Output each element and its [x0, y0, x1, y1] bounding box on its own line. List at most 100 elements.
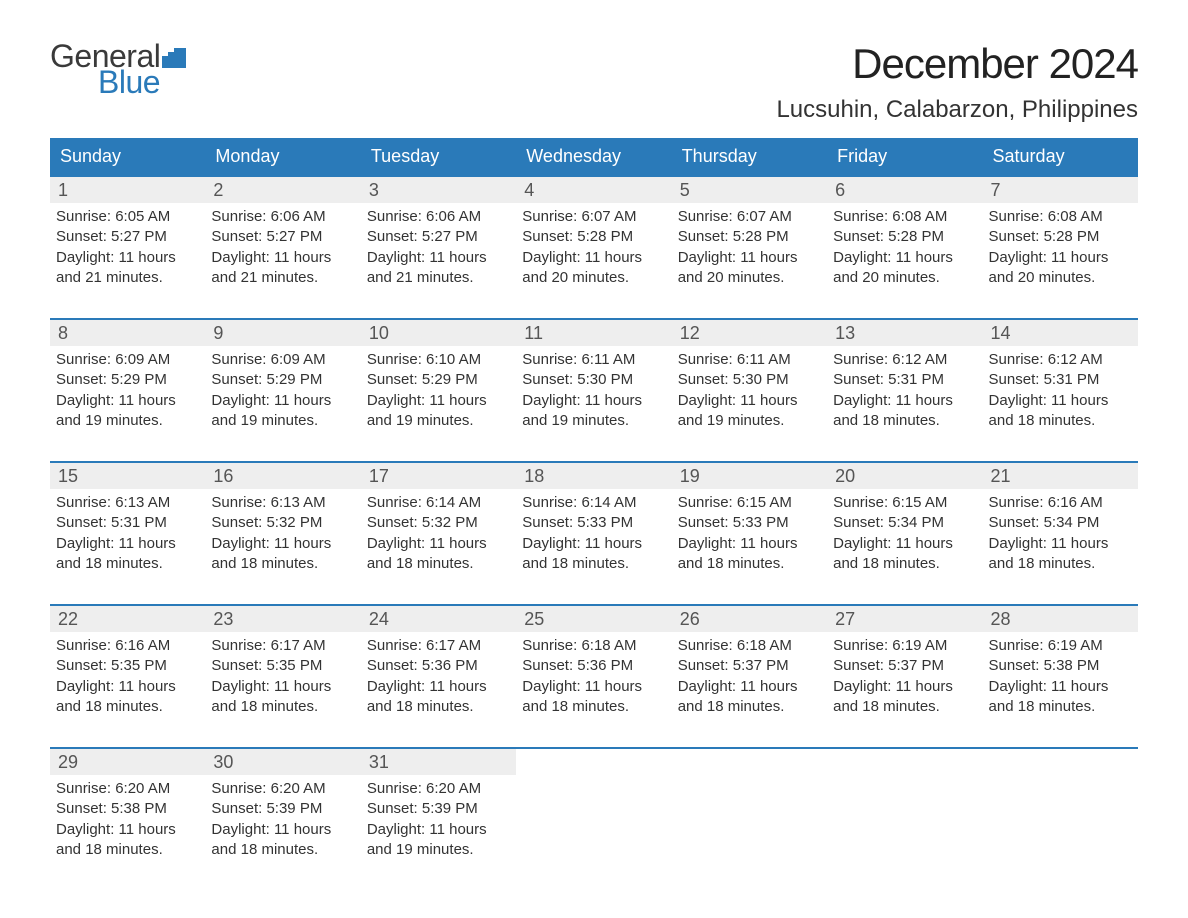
day-number: 26 [672, 606, 827, 632]
sunrise-text: Sunrise: 6:15 AM [678, 493, 821, 513]
daylight-line2: and 18 minutes. [678, 554, 821, 574]
day-details: Sunrise: 6:05 AMSunset: 5:27 PMDaylight:… [50, 203, 205, 306]
daylight-line1: Daylight: 11 hours [56, 391, 199, 411]
weekday-friday: Friday [827, 138, 982, 175]
sunrise-text: Sunrise: 6:20 AM [367, 779, 510, 799]
day-details: Sunrise: 6:13 AMSunset: 5:31 PMDaylight:… [50, 489, 205, 592]
daylight-line2: and 18 minutes. [989, 411, 1132, 431]
day-number: 8 [50, 320, 205, 346]
day-number: 17 [361, 463, 516, 489]
daylight-line2: and 18 minutes. [833, 554, 976, 574]
weeks-container: 1Sunrise: 6:05 AMSunset: 5:27 PMDaylight… [50, 175, 1138, 878]
sunrise-text: Sunrise: 6:16 AM [989, 493, 1132, 513]
sunset-text: Sunset: 5:31 PM [833, 370, 976, 390]
day-details: Sunrise: 6:20 AMSunset: 5:38 PMDaylight:… [50, 775, 205, 878]
daylight-line2: and 18 minutes. [367, 697, 510, 717]
daylight-line2: and 19 minutes. [367, 411, 510, 431]
day-details: Sunrise: 6:09 AMSunset: 5:29 PMDaylight:… [50, 346, 205, 449]
daylight-line1: Daylight: 11 hours [56, 677, 199, 697]
sunset-text: Sunset: 5:33 PM [678, 513, 821, 533]
daylight-line2: and 18 minutes. [678, 697, 821, 717]
weekday-monday: Monday [205, 138, 360, 175]
daylight-line2: and 18 minutes. [56, 840, 199, 860]
week-row: 29Sunrise: 6:20 AMSunset: 5:38 PMDayligh… [50, 747, 1138, 878]
daylight-line1: Daylight: 11 hours [211, 248, 354, 268]
daylight-line2: and 18 minutes. [211, 697, 354, 717]
sunrise-text: Sunrise: 6:13 AM [211, 493, 354, 513]
week-row: 22Sunrise: 6:16 AMSunset: 5:35 PMDayligh… [50, 604, 1138, 735]
day-number: 5 [672, 177, 827, 203]
sunset-text: Sunset: 5:39 PM [211, 799, 354, 819]
sunrise-text: Sunrise: 6:15 AM [833, 493, 976, 513]
daylight-line1: Daylight: 11 hours [989, 534, 1132, 554]
day-number: 19 [672, 463, 827, 489]
sunset-text: Sunset: 5:35 PM [56, 656, 199, 676]
day-cell: 29Sunrise: 6:20 AMSunset: 5:38 PMDayligh… [50, 749, 205, 878]
sunset-text: Sunset: 5:39 PM [367, 799, 510, 819]
day-cell: 23Sunrise: 6:17 AMSunset: 5:35 PMDayligh… [205, 606, 360, 735]
day-details: Sunrise: 6:08 AMSunset: 5:28 PMDaylight:… [827, 203, 982, 306]
day-number: 15 [50, 463, 205, 489]
sunset-text: Sunset: 5:38 PM [56, 799, 199, 819]
day-number: 9 [205, 320, 360, 346]
daylight-line1: Daylight: 11 hours [678, 677, 821, 697]
day-details: Sunrise: 6:12 AMSunset: 5:31 PMDaylight:… [827, 346, 982, 449]
daylight-line2: and 19 minutes. [678, 411, 821, 431]
day-number: 25 [516, 606, 671, 632]
weekday-saturday: Saturday [983, 138, 1138, 175]
daylight-line2: and 19 minutes. [56, 411, 199, 431]
daylight-line1: Daylight: 11 hours [367, 391, 510, 411]
title-block: December 2024 Lucsuhin, Calabarzon, Phil… [776, 40, 1138, 124]
day-cell: 28Sunrise: 6:19 AMSunset: 5:38 PMDayligh… [983, 606, 1138, 735]
day-number: 16 [205, 463, 360, 489]
day-cell: 18Sunrise: 6:14 AMSunset: 5:33 PMDayligh… [516, 463, 671, 592]
sunset-text: Sunset: 5:27 PM [56, 227, 199, 247]
daylight-line2: and 21 minutes. [211, 268, 354, 288]
daylight-line1: Daylight: 11 hours [211, 534, 354, 554]
daylight-line1: Daylight: 11 hours [367, 248, 510, 268]
daylight-line1: Daylight: 11 hours [833, 677, 976, 697]
day-cell [516, 749, 671, 878]
daylight-line2: and 20 minutes. [522, 268, 665, 288]
day-cell: 19Sunrise: 6:15 AMSunset: 5:33 PMDayligh… [672, 463, 827, 592]
sunrise-text: Sunrise: 6:07 AM [522, 207, 665, 227]
sunset-text: Sunset: 5:35 PM [211, 656, 354, 676]
month-title: December 2024 [776, 40, 1138, 88]
day-details: Sunrise: 6:07 AMSunset: 5:28 PMDaylight:… [516, 203, 671, 306]
week-row: 1Sunrise: 6:05 AMSunset: 5:27 PMDaylight… [50, 175, 1138, 306]
day-details: Sunrise: 6:14 AMSunset: 5:33 PMDaylight:… [516, 489, 671, 592]
daylight-line1: Daylight: 11 hours [989, 391, 1132, 411]
sunset-text: Sunset: 5:34 PM [833, 513, 976, 533]
sunrise-text: Sunrise: 6:12 AM [989, 350, 1132, 370]
daylight-line2: and 19 minutes. [522, 411, 665, 431]
sunset-text: Sunset: 5:30 PM [522, 370, 665, 390]
sunset-text: Sunset: 5:29 PM [211, 370, 354, 390]
day-number: 14 [983, 320, 1138, 346]
day-details: Sunrise: 6:20 AMSunset: 5:39 PMDaylight:… [205, 775, 360, 878]
day-number: 23 [205, 606, 360, 632]
sunset-text: Sunset: 5:28 PM [522, 227, 665, 247]
daylight-line1: Daylight: 11 hours [522, 534, 665, 554]
day-number: 13 [827, 320, 982, 346]
sunrise-text: Sunrise: 6:11 AM [522, 350, 665, 370]
sunrise-text: Sunrise: 6:20 AM [211, 779, 354, 799]
sunrise-text: Sunrise: 6:05 AM [56, 207, 199, 227]
day-number: 12 [672, 320, 827, 346]
day-cell: 8Sunrise: 6:09 AMSunset: 5:29 PMDaylight… [50, 320, 205, 449]
weekday-wednesday: Wednesday [516, 138, 671, 175]
sunset-text: Sunset: 5:27 PM [211, 227, 354, 247]
sunrise-text: Sunrise: 6:08 AM [989, 207, 1132, 227]
day-number [516, 749, 671, 775]
day-number: 10 [361, 320, 516, 346]
daylight-line2: and 18 minutes. [56, 554, 199, 574]
day-details: Sunrise: 6:19 AMSunset: 5:38 PMDaylight:… [983, 632, 1138, 735]
day-details: Sunrise: 6:17 AMSunset: 5:35 PMDaylight:… [205, 632, 360, 735]
day-details: Sunrise: 6:07 AMSunset: 5:28 PMDaylight:… [672, 203, 827, 306]
day-details: Sunrise: 6:09 AMSunset: 5:29 PMDaylight:… [205, 346, 360, 449]
sunrise-text: Sunrise: 6:16 AM [56, 636, 199, 656]
daylight-line1: Daylight: 11 hours [56, 820, 199, 840]
sunset-text: Sunset: 5:29 PM [367, 370, 510, 390]
logo-blue-text: Blue [98, 66, 186, 98]
weekday-sunday: Sunday [50, 138, 205, 175]
daylight-line2: and 21 minutes. [367, 268, 510, 288]
